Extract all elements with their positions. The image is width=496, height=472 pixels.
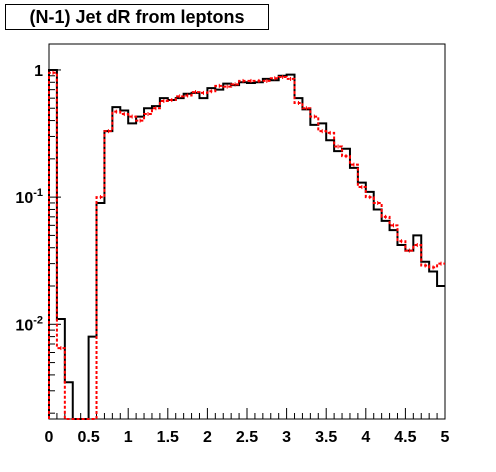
x-tick-label: 0: [45, 429, 54, 446]
x-axis-ticks: [48, 408, 446, 419]
x-tick-label: 0.5: [77, 429, 99, 446]
series-layer: [48, 68, 445, 420]
x-tick-labels: 0 0.5 1 1.5 2 2.5 3 3.5 4 4.5 5: [45, 429, 450, 446]
chart-title: (N-1) Jet dR from leptons: [29, 6, 245, 27]
y-tick-label: 10-2: [15, 314, 43, 334]
x-tick-label: 3.5: [315, 429, 337, 446]
x-tick-label: 2.5: [236, 429, 258, 446]
plot-frame: [48, 43, 446, 420]
y-tick-label: 1: [34, 63, 43, 80]
chart-title-box: (N-1) Jet dR from leptons: [5, 4, 269, 30]
y-tick-labels: 1 10-1 10-2: [15, 63, 43, 334]
x-tick-label: 5: [441, 429, 450, 446]
series-red-dashed-histogram: [48, 71, 445, 420]
y-tick-label: 10-1: [15, 187, 43, 207]
x-tick-label: 4: [361, 429, 370, 446]
series-black-histogram: [48, 68, 445, 420]
x-tick-label: 2: [203, 429, 212, 446]
x-tick-label: 1.5: [157, 429, 179, 446]
x-tick-label: 1: [124, 429, 133, 446]
x-tick-label: 3: [282, 429, 291, 446]
y-axis-ticks: [49, 69, 61, 414]
x-tick-label: 4.5: [394, 429, 416, 446]
